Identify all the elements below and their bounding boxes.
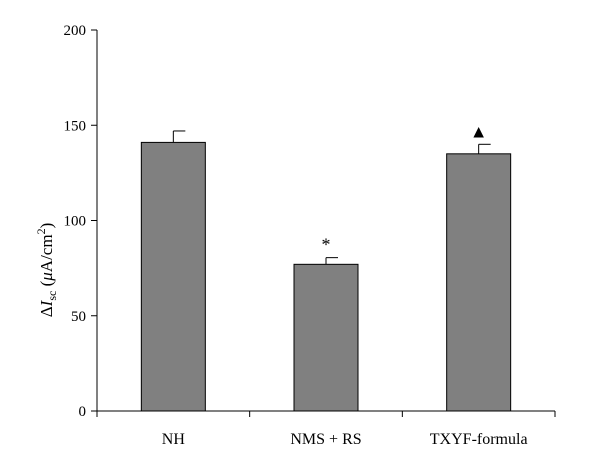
y-axis-label: ΔIsc (μA/cm2) [34,223,59,318]
y-axis-label-unit-prefix: ( [37,280,56,290]
y-axis: 0 50 100 150 200 [64,23,98,420]
y-axis-label-unit-sup: 2 [34,228,48,234]
x-tick-label: NMS + RS [290,431,361,448]
x-axis: NH NMS + RS TXYF-formula [96,410,556,448]
y-axis-label-symbol: I [37,299,56,307]
x-tick-label: TXYF-formula [430,431,528,448]
significance-marker: ▲ [470,121,488,141]
y-tick-label: 50 [71,309,86,325]
y-axis-label-unit-mu: μ [37,272,56,282]
y-axis-label-unit-suffix: ) [37,223,56,229]
bar [293,263,359,412]
bar [140,141,206,412]
y-axis-label-unit-body: A/cm [37,234,56,272]
bar [446,153,512,412]
y-tick-label: 0 [79,404,87,420]
y-tick-label: 200 [64,23,87,39]
bars: *▲ [140,121,512,412]
x-tick-label: NH [162,431,186,448]
y-tick-label: 100 [64,214,87,230]
y-tick-label: 150 [64,118,87,134]
y-axis-label-subscript: sc [45,291,59,301]
y-axis-label-delta: Δ [37,306,56,317]
significance-marker: * [322,235,331,255]
